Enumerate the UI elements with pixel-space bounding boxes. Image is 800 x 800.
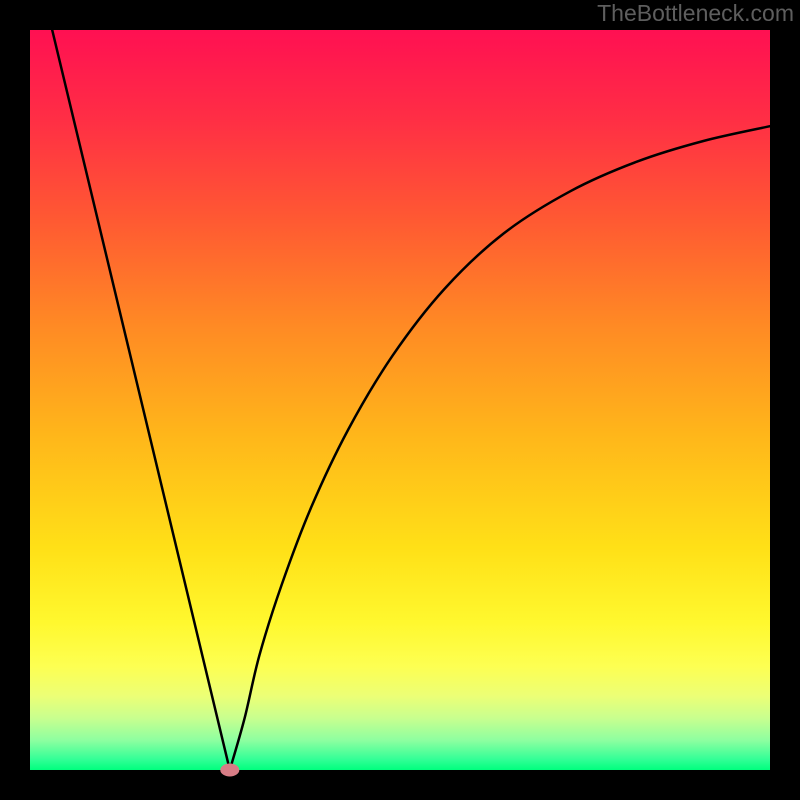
chart-container: TheBottleneck.com xyxy=(0,0,800,800)
site-watermark: TheBottleneck.com xyxy=(597,2,794,25)
optimal-point-marker xyxy=(221,764,239,776)
bottleneck-chart xyxy=(0,0,800,800)
